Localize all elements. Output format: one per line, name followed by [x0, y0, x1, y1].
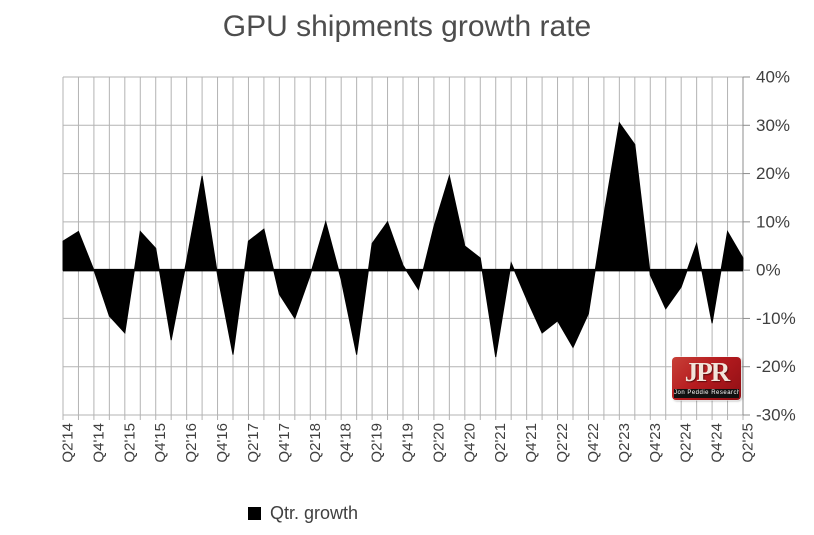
svg-text:Q2'19: Q2'19	[369, 423, 386, 463]
svg-text:20%: 20%	[756, 164, 790, 183]
svg-text:Q2'21: Q2'21	[492, 423, 509, 463]
svg-text:Q2'16: Q2'16	[183, 423, 200, 463]
jpr-logo-text: JPR	[684, 357, 731, 387]
svg-text:-20%: -20%	[756, 357, 796, 376]
svg-text:30%: 30%	[756, 116, 790, 135]
svg-text:Q2'25: Q2'25	[740, 423, 757, 463]
svg-text:Q4'23: Q4'23	[647, 423, 664, 463]
jpr-logo-subtext: Jon Peddie Research	[674, 389, 739, 398]
svg-text:Q4'21: Q4'21	[523, 423, 540, 463]
svg-text:40%: 40%	[756, 68, 790, 87]
svg-text:10%: 10%	[756, 212, 790, 231]
svg-text:Q2'22: Q2'22	[554, 423, 571, 463]
svg-text:Q4'18: Q4'18	[338, 423, 355, 463]
jpr-logo: JPR Jon Peddie Research	[672, 357, 741, 400]
svg-text:Q2'17: Q2'17	[245, 423, 262, 463]
svg-text:Q4'24: Q4'24	[709, 423, 726, 463]
svg-text:Q4'14: Q4'14	[90, 423, 107, 463]
svg-text:Q2'14: Q2'14	[60, 423, 77, 463]
legend: Qtr. growth	[248, 503, 358, 524]
svg-text:Q4'16: Q4'16	[214, 423, 231, 463]
svg-text:Q2'20: Q2'20	[430, 423, 447, 463]
svg-text:Q2'15: Q2'15	[121, 423, 138, 463]
area-series-qtr-growth	[62, 121, 744, 358]
svg-text:Q4'19: Q4'19	[400, 423, 417, 463]
svg-text:Q2'18: Q2'18	[307, 423, 324, 463]
svg-text:-10%: -10%	[756, 309, 796, 328]
legend-label: Qtr. growth	[270, 503, 359, 523]
svg-text:0%: 0%	[756, 261, 781, 280]
x-axis-labels: Q2'14 Q4'14 Q2'15 Q4'15 Q2'16 Q4'16 Q2'17 Q4'17…	[60, 423, 757, 463]
svg-text:Q4'15: Q4'15	[152, 423, 169, 463]
y-axis-right: 40% 30% 20% 10% 0% -10% -20% -30%	[743, 68, 796, 425]
chart-title: GPU shipments growth rate	[222, 10, 592, 43]
legend-marker-icon	[248, 507, 261, 520]
svg-text:-30%: -30%	[756, 406, 796, 425]
svg-text:Q4'17: Q4'17	[276, 423, 293, 463]
svg-text:Q4'20: Q4'20	[461, 423, 478, 463]
svg-text:Q2'24: Q2'24	[678, 423, 695, 463]
svg-text:Q4'22: Q4'22	[585, 423, 602, 463]
svg-text:Q2'23: Q2'23	[616, 423, 633, 463]
